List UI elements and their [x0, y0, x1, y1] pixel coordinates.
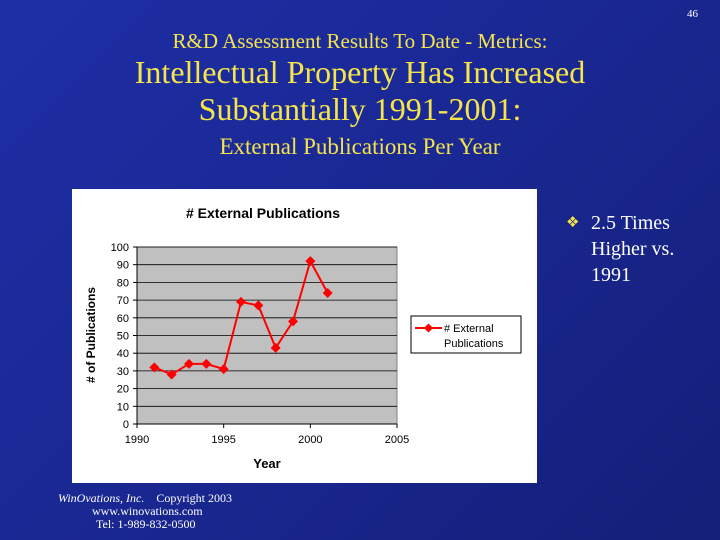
x-axis-ticks: 1990 1995 2000 2005 [125, 424, 409, 446]
chart-title: # External Publications [186, 205, 340, 221]
data-point-marker [270, 342, 281, 353]
y-tick-label: 80 [117, 277, 129, 289]
y-tick-label: 10 [117, 401, 129, 413]
slide-title-line2: Substantially 1991-2001: [198, 91, 522, 127]
legend-box [410, 315, 522, 354]
slide-subtitle-top: R&D Assessment Results To Date - Metrics… [172, 29, 548, 53]
title-block: R&D Assessment Results To Date - Metrics… [0, 28, 720, 161]
x-tick-label: 1990 [125, 434, 149, 446]
footer-company: WinOvations, Inc. [58, 491, 145, 505]
x-tick-label: 1995 [211, 434, 235, 446]
diamond-bullet-icon: ❖ [566, 213, 580, 231]
footer-website: www.winovations.com [92, 504, 203, 518]
y-tick-label: 90 [117, 260, 129, 272]
y-tick-label: 0 [123, 419, 129, 431]
slide-title-line1: Intellectual Property Has Increased [134, 54, 586, 90]
gridlines [137, 246, 397, 407]
data-point-marker [166, 369, 177, 380]
x-tick-label: 2005 [385, 434, 409, 446]
legend-marker-icon [424, 323, 433, 333]
y-tick-label: 50 [117, 331, 129, 343]
y-tick-label: 20 [117, 384, 129, 396]
slide-subtitle-bottom: External Publications Per Year [219, 134, 501, 159]
y-axis-ticks: 0 10 20 30 40 50 60 70 80 90 100 [111, 242, 137, 431]
y-tick-label: 70 [117, 295, 129, 307]
data-point-marker [236, 296, 246, 307]
data-point-marker [201, 358, 212, 369]
y-tick-label: 30 [117, 366, 129, 378]
footer-phone: Tel: 1-989-832-0500 [96, 517, 196, 531]
slide-number: 46 [687, 8, 698, 20]
legend-label: # External Publications [444, 323, 504, 350]
x-tick-label: 2000 [298, 434, 322, 446]
data-point-marker [149, 362, 160, 373]
x-axis-label: Year [253, 456, 280, 471]
footer-line1: WinOvations, Inc. Copyright 2003 [58, 492, 278, 505]
legend: # External Publications [410, 315, 522, 354]
chart-container: # External Publications 0 10 20 30 40 50 60 70 8… [72, 189, 537, 483]
data-point-marker [184, 358, 194, 369]
y-tick-label: 60 [117, 313, 129, 325]
data-point-marker [322, 288, 333, 299]
y-axis-label: # of Publications [84, 287, 98, 383]
footer-copyright: Copyright 2003 [156, 491, 232, 505]
data-point-marker [305, 256, 316, 267]
y-tick-label: 100 [111, 242, 129, 254]
legend-label-line2: Publications [444, 338, 504, 350]
footer: WinOvations, Inc. Copyright 2003 www.win… [58, 492, 278, 531]
series-markers [149, 256, 333, 380]
publications-chart: # External Publications 0 10 20 30 40 50 60 70 8… [84, 205, 522, 471]
data-point-marker [218, 364, 229, 375]
bullet-text: 2.5 Times Higher vs. 1991 [591, 212, 675, 286]
data-point-marker [288, 316, 298, 327]
legend-label-line1: # External [444, 323, 494, 335]
y-tick-label: 40 [117, 348, 129, 360]
data-point-marker [253, 300, 264, 311]
